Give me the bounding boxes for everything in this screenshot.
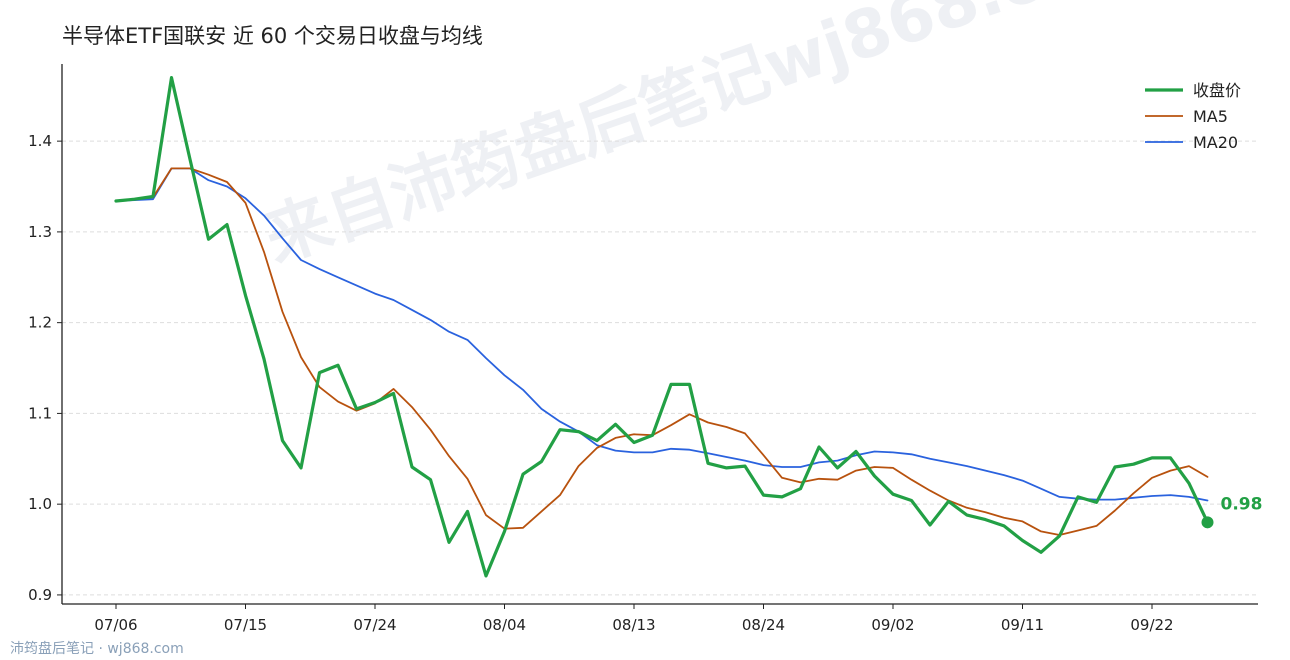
x-tick-label: 07/24 — [353, 616, 396, 634]
y-tick-label: 1.0 — [28, 495, 52, 513]
y-tick-label: 1.2 — [28, 314, 52, 332]
series-line-close — [114, 75, 1210, 578]
x-tick-label: 08/24 — [742, 616, 785, 634]
legend-label: MA5 — [1193, 107, 1228, 126]
legend-label: MA20 — [1193, 133, 1238, 152]
y-tick-label: 1.3 — [28, 223, 52, 241]
last-close-marker — [1201, 516, 1214, 529]
y-tick-label: 0.9 — [28, 586, 52, 604]
x-tick-label: 09/22 — [1130, 616, 1173, 634]
series-line-ma20 — [115, 167, 1209, 502]
x-tick-label: 09/02 — [871, 616, 914, 634]
x-tick-label: 07/06 — [94, 616, 137, 634]
y-tick-label: 1.1 — [28, 404, 52, 422]
y-tick-label: 1.4 — [28, 132, 52, 150]
chart-title: 半导体ETF国联安 近 60 个交易日收盘与均线 — [62, 24, 483, 48]
last-close-label: 0.98 — [1221, 494, 1263, 514]
x-tick-label: 08/13 — [612, 616, 655, 634]
x-tick-label: 09/11 — [1001, 616, 1044, 634]
footer-credit: 沛筠盘后笔记 · wj868.com — [10, 641, 184, 657]
series-line-ma5 — [115, 167, 1209, 536]
legend-label: 收盘价 — [1193, 81, 1241, 100]
x-tick-label: 08/04 — [483, 616, 526, 634]
x-tick-label: 07/15 — [224, 616, 267, 634]
